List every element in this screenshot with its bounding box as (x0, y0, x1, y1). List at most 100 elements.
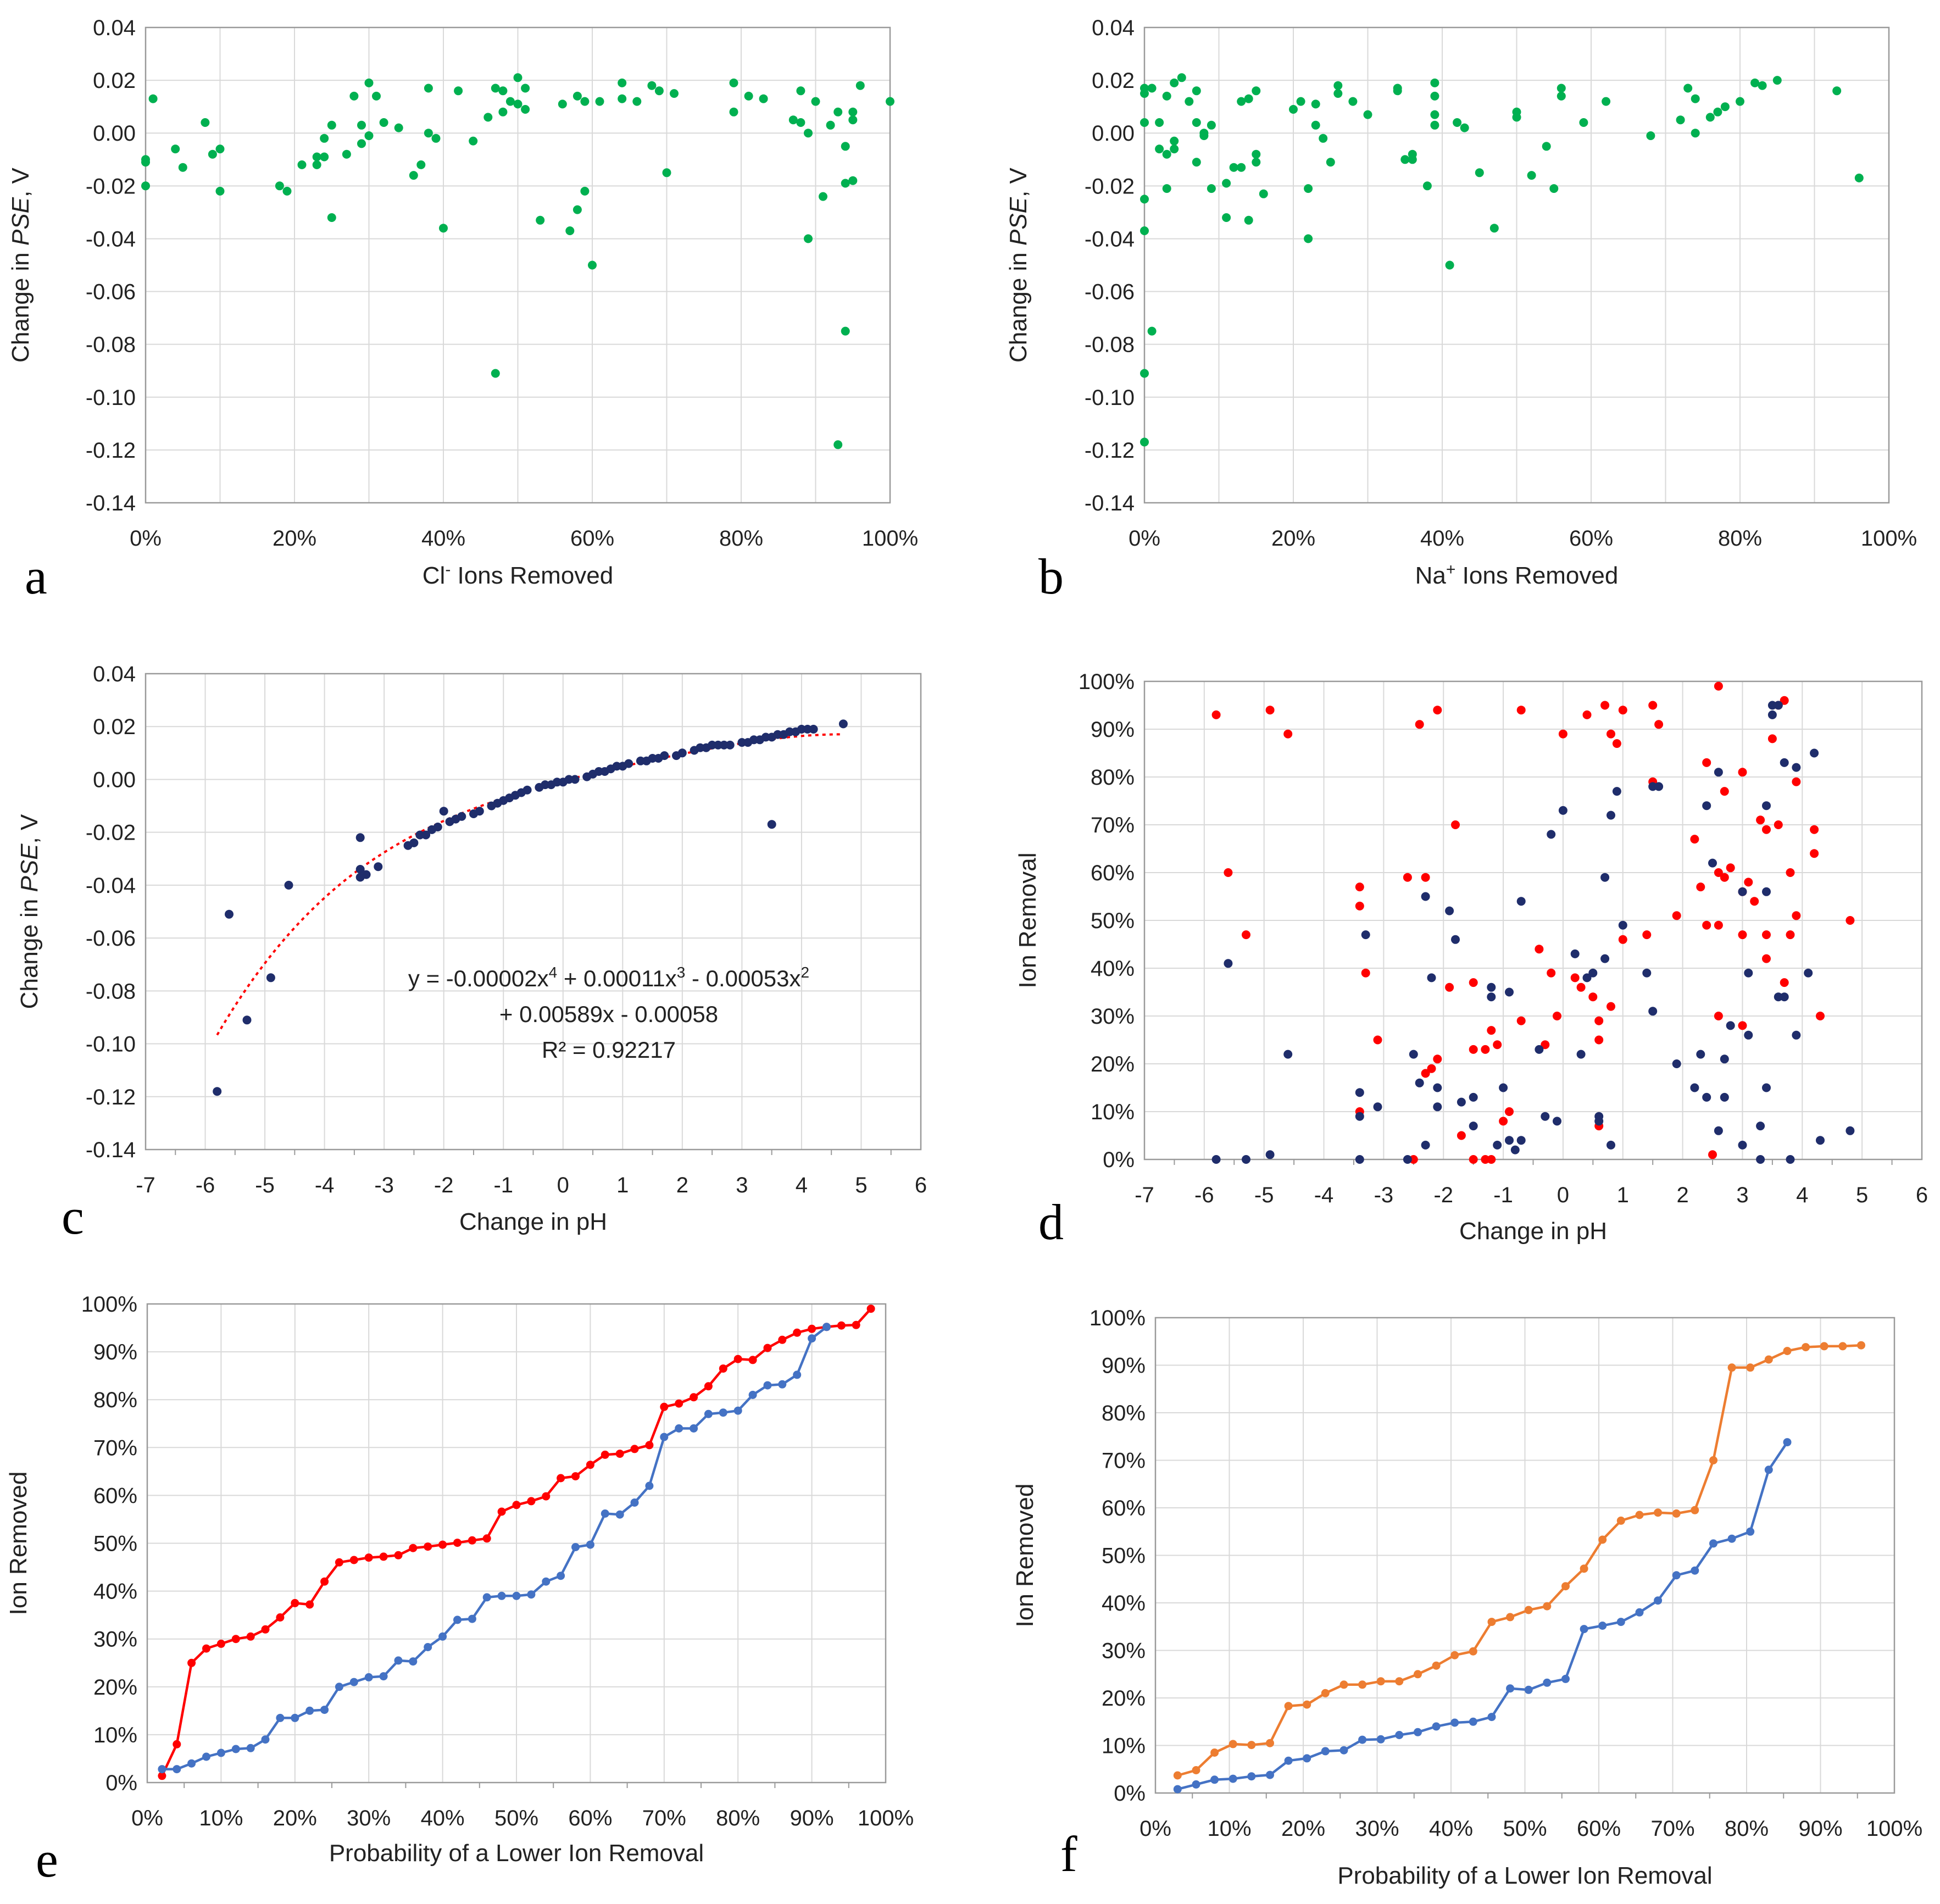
chart-panel-f: 100% 90% 80% 70% 60% 50% 40% 30% 20% 10% 0% 0% 10% 20… (1011, 1306, 1922, 1889)
data-point-cl (424, 129, 433, 138)
data-point-ph-vs-pse (838, 719, 848, 729)
x-axis-label-part: Ions Removed (451, 562, 613, 589)
y-tick-label: -0.08 (1085, 333, 1135, 357)
y-tick-label: 0.04 (93, 662, 136, 686)
eq-part: y = -0.00002x (408, 965, 549, 991)
data-point-cl (1395, 1677, 1404, 1686)
data-point-na (1430, 120, 1439, 130)
data-point-cl (364, 78, 374, 87)
data-point-na (1774, 701, 1783, 710)
data-point-cl (1714, 1012, 1723, 1020)
x-tick-label: 3 (1736, 1183, 1748, 1207)
data-point-cl (394, 1551, 403, 1559)
y-tick-label: -0.08 (86, 979, 136, 1003)
y-axis-label-part: Change in (1005, 246, 1032, 363)
data-point-cl (1570, 973, 1580, 982)
chart-panel-a: 0.04 0.02 0.00 -0.02 -0.04 -0.06 -0.08 -0.10 -0.… (7, 16, 918, 604)
data-point-cl (1594, 1035, 1604, 1045)
data-point-cl (454, 86, 463, 96)
data-point-cl (513, 73, 522, 82)
data-point-na (497, 1591, 506, 1600)
y-tick-label: -0.12 (86, 438, 136, 463)
y-tick-label: -0.02 (86, 174, 136, 198)
data-point-na (1683, 84, 1693, 93)
data-point-na (1549, 184, 1559, 193)
y-tick-label: 90% (93, 1340, 137, 1364)
x-tick-label: -1 (493, 1173, 513, 1197)
x-tick-label: 100% (1866, 1817, 1922, 1841)
data-point-cl (826, 120, 835, 130)
data-point-na (1588, 968, 1598, 978)
data-point-na (1192, 118, 1201, 127)
data-point-ph-vs-pse (355, 833, 365, 842)
y-tick-label: 30% (1091, 1004, 1135, 1029)
data-point-cl (1242, 930, 1250, 940)
data-point-cl (662, 168, 671, 177)
data-point-na (1321, 1747, 1330, 1756)
data-point-na (1594, 1112, 1604, 1121)
data-point-cl (580, 186, 590, 196)
y-tick-label: 20% (1102, 1686, 1146, 1711)
data-point-cl (357, 139, 366, 148)
data-point-na (1854, 173, 1864, 182)
data-point-ph-vs-pse (522, 785, 532, 795)
data-point-cl (1535, 945, 1544, 954)
x-tick-label: 40% (421, 1806, 465, 1830)
data-point-cl (1696, 882, 1705, 892)
data-point-cl (1303, 1700, 1311, 1709)
data-point-cl (1750, 897, 1759, 906)
data-point-cl (565, 226, 575, 235)
y-axis-label: Ion Removed (1011, 1484, 1038, 1628)
data-point-na (1400, 155, 1410, 164)
data-point-ph-vs-pse (677, 748, 687, 758)
data-point-cl (1582, 710, 1592, 719)
x-tick-label: -6 (196, 1173, 215, 1197)
y-tick-label: 80% (1102, 1401, 1146, 1425)
x-tick-label: 80% (719, 526, 763, 551)
data-point-cl (1283, 729, 1293, 739)
x-tick-label: 0 (557, 1173, 569, 1197)
data-point-na (1432, 1722, 1441, 1731)
data-point-cl (1780, 696, 1789, 705)
data-point-na (1453, 118, 1462, 127)
series-line-na (1177, 1441, 1788, 1791)
y-tick-label: -0.04 (86, 227, 136, 251)
chart-panel-d: 100% 90% 80% 70% 60% 50% 40% 30% 20% 10% 0%-7 -6 -5 -… (1014, 670, 1928, 1250)
data-point-cl (833, 440, 843, 449)
y-tick-label: -0.04 (1085, 227, 1135, 251)
data-point-cl (1541, 1040, 1550, 1050)
x-tick-label: 1 (1617, 1183, 1629, 1207)
data-point-na (261, 1735, 270, 1744)
data-point-na (630, 1498, 639, 1507)
data-point-cl (1802, 1343, 1810, 1352)
data-point-na (1714, 768, 1723, 777)
y-axis-label-part: PSE (16, 843, 43, 892)
data-point-cl (763, 1344, 772, 1352)
data-point-na (1767, 710, 1777, 719)
data-point-na (1727, 1534, 1736, 1543)
y-tick-label: 70% (1102, 1449, 1146, 1473)
x-axis-label: Probability of a Lower Ion Removal (1337, 1862, 1712, 1889)
data-point-na (1445, 260, 1454, 270)
data-point-cl (886, 97, 894, 106)
data-point-na (1487, 1713, 1496, 1722)
data-point-cl (796, 86, 805, 96)
data-point-cl (793, 1328, 802, 1337)
y-tick-label: 20% (1091, 1052, 1135, 1076)
x-tick-label: -3 (1374, 1183, 1394, 1207)
y-tick-label: 10% (1091, 1100, 1135, 1124)
data-point-cl (521, 105, 530, 114)
x-tick-label: 0% (1129, 526, 1160, 551)
data-point-na (1516, 1136, 1526, 1145)
data-point-na (1607, 1140, 1615, 1150)
data-point-cl (1820, 1342, 1828, 1351)
data-point-na (1764, 1466, 1773, 1474)
data-point-na (719, 1408, 727, 1417)
data-point-na (1512, 113, 1521, 122)
data-point-cl (1553, 1012, 1561, 1020)
x-tick-label: 0% (130, 526, 162, 551)
data-point-na (1792, 763, 1801, 772)
data-point-na (1355, 1155, 1364, 1164)
data-point-na (1457, 1097, 1466, 1107)
data-point-cl (1445, 982, 1454, 992)
